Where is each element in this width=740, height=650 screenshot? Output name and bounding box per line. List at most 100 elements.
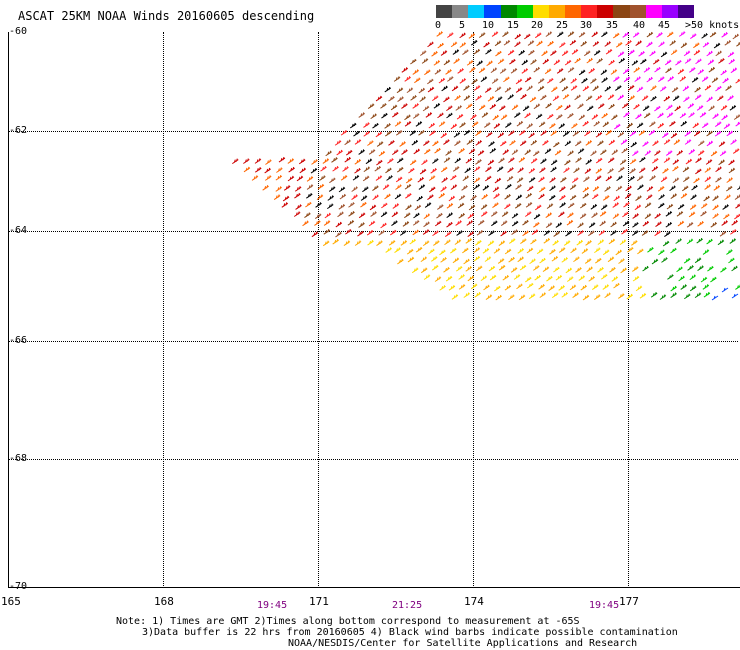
wind-barb	[351, 186, 358, 192]
wind-barb	[306, 193, 313, 199]
wind-barb	[604, 41, 611, 47]
wind-barb	[701, 76, 709, 82]
wind-barb	[689, 274, 697, 281]
wind-barb	[464, 167, 471, 174]
grid-line-lon	[318, 32, 319, 588]
wind-barb	[726, 177, 733, 183]
wind-barb	[597, 239, 605, 245]
wind-barb	[529, 96, 537, 103]
wind-barb	[492, 186, 500, 193]
wind-barb	[579, 202, 587, 209]
wind-barb	[654, 105, 661, 112]
wind-barb	[468, 33, 476, 39]
wind-barb	[559, 194, 566, 201]
wind-barb	[547, 77, 554, 84]
wind-barb	[412, 69, 420, 75]
wind-barb	[384, 86, 392, 93]
wind-barb	[572, 130, 580, 137]
wind-barb	[721, 32, 728, 38]
wind-barb	[578, 275, 586, 281]
wind-barb	[731, 293, 739, 299]
wind-barb	[615, 85, 622, 91]
legend-label: 10	[482, 20, 495, 31]
wind-barb	[561, 257, 569, 263]
wind-barb	[550, 166, 557, 173]
wind-barb	[545, 102, 552, 109]
wind-barb	[597, 103, 605, 109]
wind-barb	[633, 103, 640, 110]
wind-barb	[508, 130, 515, 136]
wind-barb	[530, 139, 538, 146]
wind-barb	[600, 204, 608, 210]
wind-barb	[365, 158, 373, 165]
wind-barb	[334, 140, 342, 146]
wind-barb	[611, 149, 619, 155]
wind-barb	[717, 239, 725, 246]
wind-barb	[331, 157, 338, 163]
wind-barb	[618, 166, 625, 173]
wind-barb	[728, 159, 735, 166]
wind-barb	[540, 158, 547, 165]
wind-barb	[595, 168, 603, 174]
wind-barb	[275, 174, 283, 181]
wind-barb	[647, 246, 654, 253]
wind-barb	[463, 85, 470, 91]
wind-barb	[633, 67, 640, 73]
wind-barb	[450, 41, 458, 48]
wind-barb	[715, 166, 722, 173]
legend-label: 30	[580, 20, 593, 31]
wind-barb	[608, 103, 615, 110]
wind-barb	[528, 167, 536, 174]
legend-label: 40	[633, 20, 646, 31]
wind-barb	[298, 158, 306, 165]
left-axis	[8, 32, 9, 588]
wind-barb	[585, 95, 593, 102]
wind-barb	[505, 183, 512, 190]
wind-barb	[683, 50, 691, 57]
wind-barb	[450, 123, 458, 130]
wind-barb	[530, 157, 538, 164]
wind-barb	[694, 292, 702, 299]
legend-swatch	[661, 5, 678, 18]
wind-barb	[672, 95, 680, 101]
wind-barb	[337, 211, 344, 218]
wind-barb	[648, 129, 656, 136]
wind-barb	[571, 177, 579, 183]
wind-barb	[491, 220, 498, 227]
wind-barb	[646, 31, 654, 38]
wind-barb	[702, 249, 710, 255]
wind-barb	[378, 230, 385, 236]
wind-barb	[370, 113, 377, 120]
wind-barb	[443, 266, 450, 273]
wind-barb	[516, 120, 524, 127]
wind-barb	[533, 222, 540, 228]
wind-barb	[711, 295, 719, 301]
wind-barb	[458, 213, 465, 219]
wind-barb	[660, 51, 668, 58]
wind-barb	[582, 85, 590, 92]
wind-barb	[367, 103, 375, 109]
wind-barb	[482, 248, 490, 254]
wind-barb	[363, 166, 371, 173]
legend-label: 35	[606, 20, 619, 31]
wind-barb	[553, 141, 560, 148]
wind-barb	[565, 230, 572, 237]
wind-barb	[459, 78, 467, 84]
wind-barb	[680, 193, 688, 199]
wind-barb	[623, 76, 631, 83]
wind-barb	[455, 265, 463, 272]
wind-barb	[642, 105, 650, 111]
wind-barb	[632, 230, 639, 236]
wind-barb	[587, 105, 594, 112]
wind-barb	[504, 248, 512, 255]
wind-barb	[605, 129, 613, 136]
wind-barb	[649, 175, 656, 181]
lat-label: -64	[9, 225, 28, 236]
wind-barb	[251, 175, 259, 181]
wind-barb	[455, 220, 462, 226]
wind-barb	[381, 112, 388, 119]
wind-barb	[494, 285, 501, 292]
wind-barb	[515, 87, 523, 93]
lat-label: -68	[9, 453, 28, 464]
wind-barb	[664, 231, 671, 237]
